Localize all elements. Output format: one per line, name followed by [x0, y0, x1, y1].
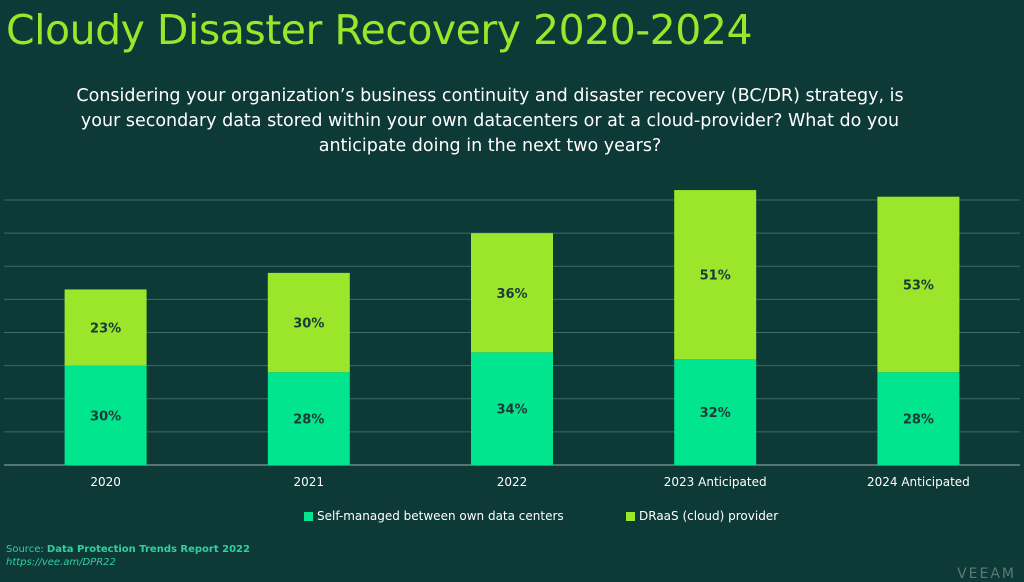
x-tick-label: 2020	[90, 475, 121, 489]
source-prefix: Source:	[6, 544, 47, 555]
bar-segment	[267, 272, 350, 373]
legend-swatch-draas	[626, 511, 635, 521]
x-tick-label: 2022	[497, 475, 528, 489]
bar-segment	[877, 196, 960, 373]
bar-segment	[64, 365, 147, 465]
data-label: 32%	[700, 406, 731, 421]
data-label: 30%	[90, 409, 121, 424]
bar-segment	[877, 372, 960, 465]
legend-item-draas: DRaaS (cloud) provider	[626, 509, 778, 523]
data-label: 53%	[903, 278, 934, 293]
bar-segment	[64, 289, 147, 366]
data-label: 34%	[496, 403, 527, 418]
bar-segment	[267, 372, 350, 465]
survey-question: Considering your organization’s business…	[76, 86, 904, 156]
data-label: 51%	[700, 269, 731, 284]
source-citation: Source: Data Protection Trends Report 20…	[6, 543, 250, 569]
x-tick-label: 2021	[294, 475, 325, 489]
bar-segment	[674, 190, 757, 359]
bar-segment	[471, 352, 553, 465]
data-label: 36%	[496, 287, 527, 302]
source-report: Data Protection Trends Report 2022	[46, 544, 250, 555]
data-label: 28%	[903, 413, 934, 428]
data-label: 30%	[293, 317, 324, 332]
x-tick-label: 2023 Anticipated	[664, 475, 767, 489]
x-tick-label: 2024 Anticipated	[867, 475, 970, 489]
bar-segment	[674, 359, 757, 465]
legend-swatch-self-managed	[304, 511, 313, 521]
legend-label-draas: DRaaS (cloud) provider	[639, 509, 779, 523]
legend-label-self-managed: Self-managed between own data centers	[317, 509, 564, 523]
page-title: Cloudy Disaster Recovery 2020-2024	[6, 6, 753, 54]
legend-item-self-managed: Self-managed between own data centers	[304, 509, 564, 523]
brand-logo: VEEAM	[957, 566, 1016, 582]
data-label: 28%	[293, 413, 324, 428]
bar-segment	[471, 233, 553, 353]
stacked-bar-chart: 30% 23% 2020 28% 30% 2021 34% 36% 2022 32% 51% 2023…	[4, 190, 1020, 489]
data-label: 23%	[90, 322, 121, 337]
source-url[interactable]: https://vee.am/DPR22	[6, 557, 116, 568]
